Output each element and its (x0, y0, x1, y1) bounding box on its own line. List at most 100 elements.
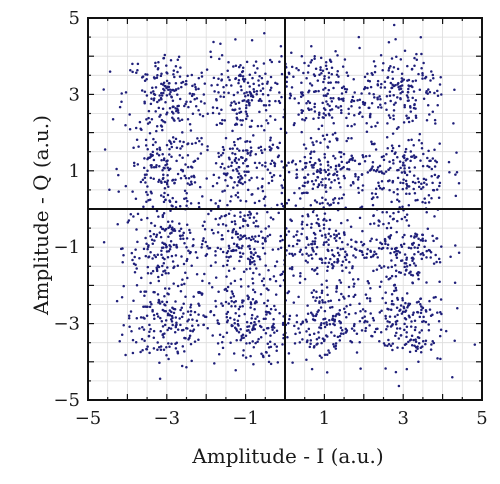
data-point (161, 300, 164, 304)
data-point (206, 148, 209, 152)
data-point (122, 323, 125, 327)
data-point (306, 213, 310, 216)
data-point (303, 118, 306, 122)
data-point (117, 190, 120, 193)
data-point (300, 108, 303, 112)
data-point (147, 156, 150, 160)
data-point (310, 180, 314, 183)
data-point (371, 165, 374, 168)
data-point (382, 265, 386, 268)
data-point (403, 233, 406, 237)
data-point (241, 161, 245, 165)
data-point (209, 50, 212, 54)
data-point (401, 79, 404, 83)
data-point (321, 196, 324, 199)
data-point (195, 272, 199, 276)
data-point (430, 70, 433, 73)
data-point (397, 271, 401, 274)
data-point (335, 137, 338, 140)
data-point (330, 263, 334, 266)
data-point (303, 181, 307, 185)
data-point (322, 322, 326, 325)
data-point (324, 177, 327, 180)
data-point (346, 218, 349, 222)
data-point (341, 166, 344, 170)
data-point (249, 301, 253, 304)
data-point (238, 251, 242, 255)
data-point (224, 172, 227, 176)
data-point (159, 180, 163, 183)
data-point (449, 255, 452, 259)
data-point (246, 213, 250, 217)
data-point (237, 245, 240, 249)
data-point (424, 178, 428, 182)
data-point (147, 116, 150, 120)
data-point (390, 324, 394, 327)
data-point (309, 342, 312, 346)
data-point (257, 234, 261, 238)
data-point (200, 242, 204, 246)
data-point (359, 367, 362, 370)
data-point (157, 346, 161, 349)
data-point (403, 265, 406, 269)
data-point (174, 300, 177, 303)
data-point (326, 173, 330, 177)
data-point (128, 127, 132, 131)
data-point (226, 229, 230, 233)
data-point (191, 318, 194, 321)
data-point (143, 176, 147, 180)
data-point (328, 319, 331, 322)
data-point (414, 107, 417, 110)
data-point (324, 183, 327, 187)
data-point (258, 110, 261, 114)
data-point (225, 84, 228, 87)
data-point (313, 55, 316, 58)
data-point (166, 85, 170, 89)
data-point (149, 91, 153, 94)
data-point (249, 354, 252, 358)
data-point (160, 158, 163, 162)
data-point (406, 99, 410, 103)
data-point (258, 161, 261, 165)
data-point (164, 319, 168, 322)
data-point (392, 93, 395, 97)
data-point (152, 313, 156, 317)
data-point (157, 275, 160, 279)
data-point (425, 183, 428, 186)
data-point (336, 69, 339, 73)
data-point (261, 242, 264, 245)
data-point (337, 81, 340, 84)
data-point (403, 317, 407, 320)
data-point (253, 161, 257, 165)
data-point (255, 176, 259, 179)
data-point (306, 99, 310, 103)
data-point (306, 191, 309, 195)
data-point (361, 115, 364, 119)
data-point (206, 112, 209, 116)
data-point (219, 42, 222, 46)
data-point (417, 185, 421, 189)
data-point (318, 354, 322, 357)
data-point (287, 244, 291, 247)
data-point (149, 272, 153, 275)
data-point (347, 107, 350, 111)
data-point (250, 119, 254, 122)
data-point (385, 226, 389, 230)
data-point (410, 334, 414, 338)
data-point (399, 304, 403, 307)
data-point (268, 58, 272, 62)
data-point (408, 192, 411, 196)
data-point (428, 308, 432, 311)
data-point (369, 286, 372, 290)
data-point (405, 186, 408, 190)
data-point (156, 348, 159, 351)
data-point (321, 101, 324, 105)
data-point (153, 76, 156, 80)
data-point (160, 72, 163, 75)
data-point (421, 339, 425, 343)
data-point (257, 337, 260, 341)
data-point (146, 345, 149, 348)
data-point (174, 88, 178, 91)
data-point (231, 292, 235, 295)
data-point (385, 211, 389, 214)
